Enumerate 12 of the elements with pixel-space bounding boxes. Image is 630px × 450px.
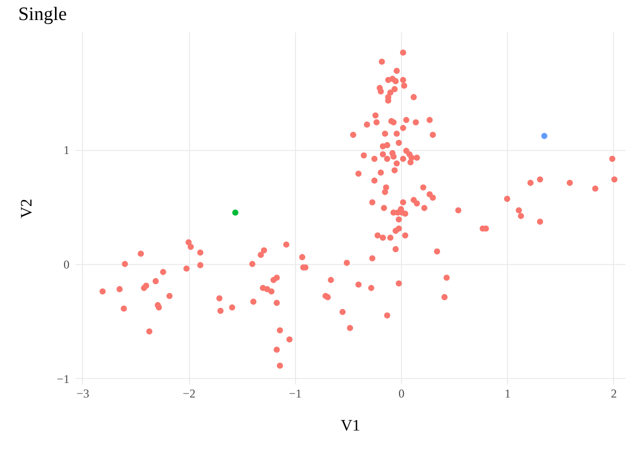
y-tick-label: 1 (64, 143, 70, 158)
x-tick-label: 2 (610, 386, 617, 400)
x-tick-label: −1 (288, 386, 302, 400)
x-tick-label: −3 (76, 386, 90, 400)
y-tick-label: −1 (56, 372, 70, 386)
x-tick-label: 1 (504, 386, 511, 400)
x-tick-label: −2 (182, 386, 196, 400)
y-axis-title: V2 (18, 198, 36, 218)
x-tick-label: 0 (398, 386, 404, 400)
y-tick-label: 0 (64, 258, 70, 272)
x-axis-title: V1 (340, 418, 360, 434)
chart-title: Single (18, 4, 67, 25)
